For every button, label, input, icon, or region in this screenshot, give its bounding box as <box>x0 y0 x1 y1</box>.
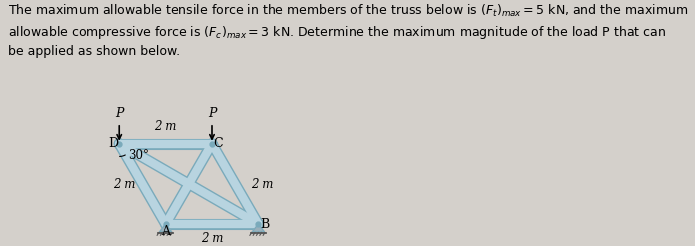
Text: B: B <box>260 217 269 231</box>
Text: D: D <box>108 137 118 150</box>
Text: 2 m: 2 m <box>252 178 274 191</box>
Text: 2 m: 2 m <box>113 178 136 191</box>
Text: 30°: 30° <box>129 149 149 162</box>
Text: P: P <box>115 107 124 120</box>
Text: 2 m: 2 m <box>154 120 177 133</box>
Text: The maximum allowable tensile force in the members of the truss below is $(F_t)_: The maximum allowable tensile force in t… <box>8 3 689 58</box>
Text: P: P <box>208 107 216 120</box>
Text: A: A <box>161 225 170 238</box>
Text: C: C <box>213 137 223 150</box>
Polygon shape <box>160 224 172 232</box>
Text: 2 m: 2 m <box>201 232 223 245</box>
Polygon shape <box>252 224 264 232</box>
